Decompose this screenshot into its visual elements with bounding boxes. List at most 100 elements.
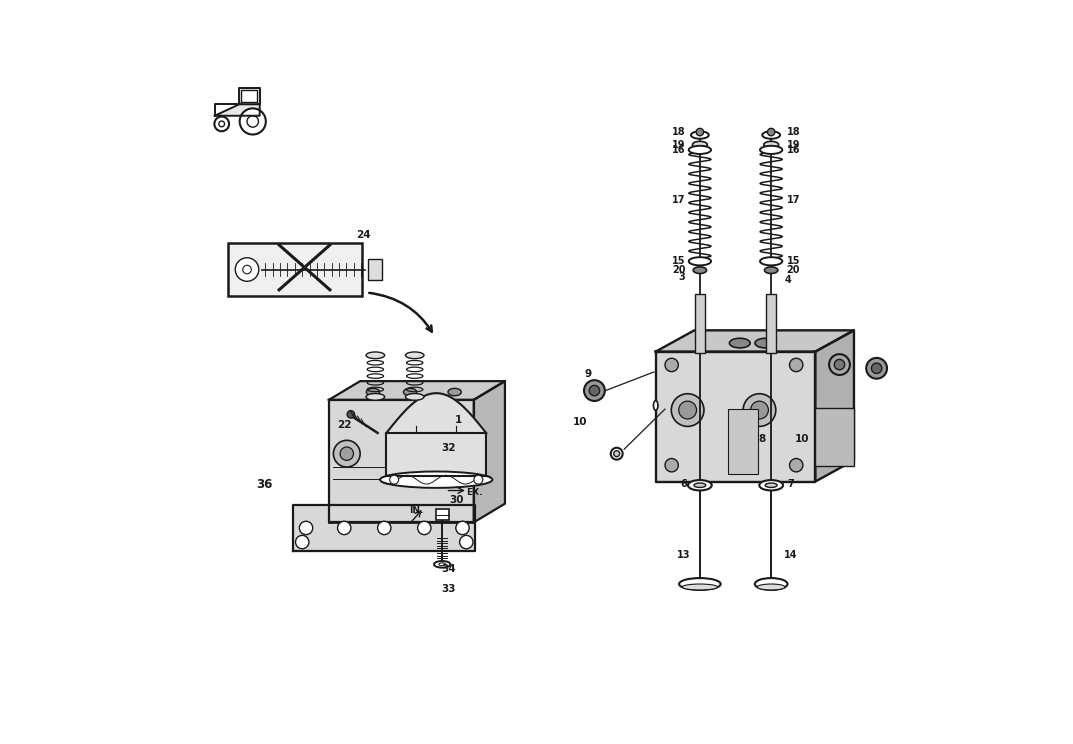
Polygon shape [215,104,260,116]
Polygon shape [329,400,474,522]
Ellipse shape [760,480,783,490]
Ellipse shape [692,141,707,148]
Circle shape [672,394,704,426]
Circle shape [334,440,361,467]
Ellipse shape [762,132,780,138]
Ellipse shape [760,146,782,154]
Text: 19: 19 [787,141,800,150]
Ellipse shape [764,141,779,148]
Text: EX.: EX. [467,488,483,498]
Text: 18: 18 [673,127,686,137]
Circle shape [239,109,266,135]
Circle shape [215,117,229,131]
Ellipse shape [758,584,785,590]
Circle shape [456,522,469,535]
Text: 15: 15 [787,256,800,266]
Ellipse shape [694,483,706,487]
Text: 16: 16 [787,145,800,155]
Ellipse shape [406,352,424,359]
Circle shape [459,536,473,549]
Bar [766,294,777,353]
Polygon shape [293,505,475,551]
Text: 16: 16 [673,145,686,155]
Ellipse shape [439,563,445,566]
Ellipse shape [730,339,750,348]
Text: 3: 3 [678,272,685,282]
Ellipse shape [764,267,778,274]
Circle shape [474,475,483,484]
Polygon shape [386,393,486,433]
Text: 33: 33 [441,584,455,594]
Ellipse shape [433,561,451,568]
Text: 4: 4 [784,275,792,285]
Text: 7: 7 [788,478,794,489]
Ellipse shape [688,480,711,490]
Ellipse shape [760,257,782,266]
Text: 10: 10 [795,434,810,444]
Circle shape [767,129,775,135]
Text: 19: 19 [673,141,686,150]
Bar [815,408,854,466]
Circle shape [242,266,251,274]
Ellipse shape [679,578,721,590]
Text: 17: 17 [673,196,686,205]
Polygon shape [474,381,505,522]
Text: 34: 34 [441,564,455,574]
Circle shape [247,116,259,127]
Polygon shape [239,88,260,104]
Ellipse shape [406,394,424,400]
Text: 13: 13 [677,551,690,560]
Ellipse shape [366,352,384,359]
Bar [436,509,449,520]
Ellipse shape [682,584,718,590]
Circle shape [790,458,803,472]
Text: 18: 18 [787,127,800,137]
Ellipse shape [689,257,711,266]
Circle shape [589,385,600,396]
Ellipse shape [380,472,493,488]
Circle shape [584,380,605,401]
Circle shape [750,401,768,419]
Ellipse shape [689,146,711,154]
Ellipse shape [403,388,416,396]
Ellipse shape [693,267,706,274]
Text: 20: 20 [673,265,686,275]
Text: 32: 32 [442,443,456,454]
Text: 6: 6 [680,478,687,489]
Text: 14: 14 [783,551,797,560]
Text: IN.: IN. [409,506,423,515]
Circle shape [829,354,850,375]
Circle shape [835,359,844,370]
Polygon shape [386,433,486,476]
Text: 1: 1 [455,415,462,426]
Circle shape [235,257,259,281]
Circle shape [866,358,887,379]
Text: 15: 15 [673,256,686,266]
Ellipse shape [611,448,622,460]
Circle shape [679,401,696,419]
Text: 30: 30 [450,495,465,504]
Polygon shape [656,330,854,352]
Ellipse shape [449,388,461,396]
Ellipse shape [653,400,658,410]
Text: 17: 17 [787,196,800,205]
Text: 22: 22 [337,420,352,431]
Ellipse shape [755,339,776,348]
Circle shape [389,475,398,484]
Ellipse shape [366,388,380,396]
Polygon shape [241,91,256,102]
Ellipse shape [614,451,620,457]
Circle shape [340,447,353,461]
Text: 8: 8 [758,434,765,444]
Text: 20: 20 [787,265,800,275]
Text: 36: 36 [255,478,273,491]
Circle shape [665,458,678,472]
Circle shape [790,359,803,372]
Polygon shape [329,381,505,400]
Circle shape [871,363,882,373]
Circle shape [665,359,678,372]
Text: 9: 9 [584,369,591,379]
Bar [729,409,758,474]
Circle shape [338,522,351,535]
Circle shape [295,536,309,549]
